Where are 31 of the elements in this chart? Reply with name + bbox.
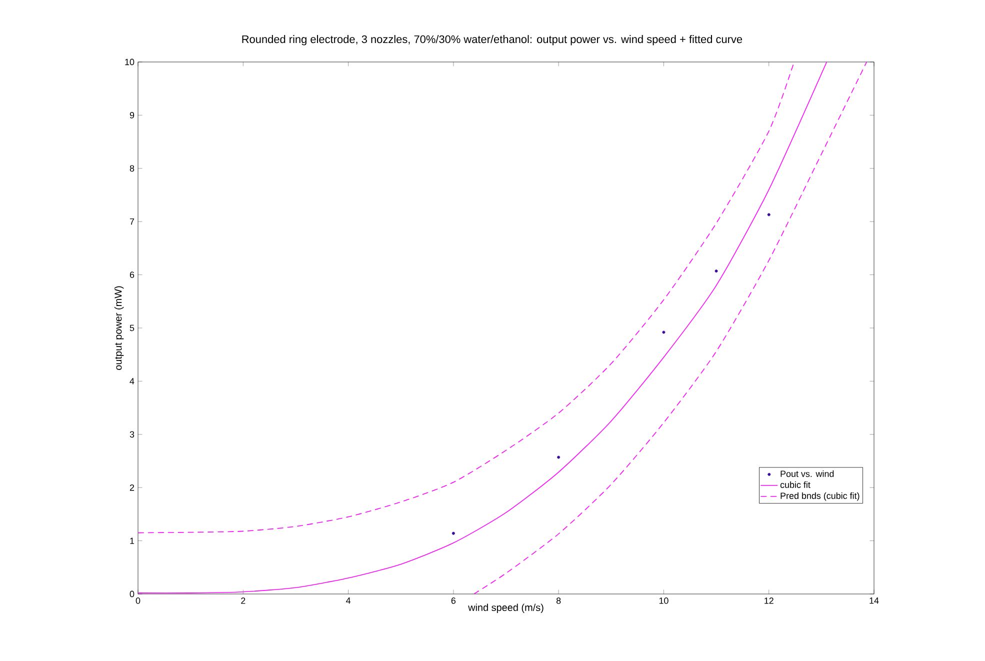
point [557, 456, 560, 459]
point [452, 532, 455, 535]
x-tick-label: 0 [136, 598, 140, 604]
y-tick-label: 10 [125, 58, 134, 66]
legend-label: Pred bnds (cubic fit) [780, 492, 860, 501]
point [662, 330, 666, 334]
x-tick-label: 8 [556, 598, 561, 604]
y-tick-label: 7 [130, 218, 134, 225]
x-tick-label: 14 [870, 598, 879, 604]
y-tick-label: 4 [130, 378, 134, 384]
chart-title: Rounded ring electrode, 3 nozzles, 70%/30% water/ethanol: output power vs. wind speed + fitted curve [242, 35, 742, 46]
x-tick-label: 4 [346, 598, 351, 604]
x-tick-label: 2 [241, 598, 246, 604]
line-series [474, 62, 868, 594]
y-tick-label: 3 [130, 431, 134, 438]
x-tick-label: 12 [764, 598, 774, 604]
legend-label: Pout vs. wind [780, 470, 834, 477]
y-axis-title: output power (mW) [114, 286, 124, 370]
x-tick-label: 6 [451, 598, 456, 604]
y-tick-label: 5 [130, 324, 134, 332]
x-axis-title: wind speed (m/s) [468, 604, 544, 613]
y-tick-label: 8 [130, 165, 134, 172]
y-tick-label: 0 [130, 590, 134, 598]
legend-label: cubic fit [780, 481, 810, 488]
point [767, 213, 770, 216]
y-tick-label: 6 [130, 272, 134, 278]
y-tick-label: 2 [130, 484, 134, 491]
y-tick-label: 9 [130, 112, 134, 118]
point [714, 270, 718, 273]
y-tick-label: 1 [130, 538, 134, 544]
x-tick-label: 10 [659, 598, 668, 604]
